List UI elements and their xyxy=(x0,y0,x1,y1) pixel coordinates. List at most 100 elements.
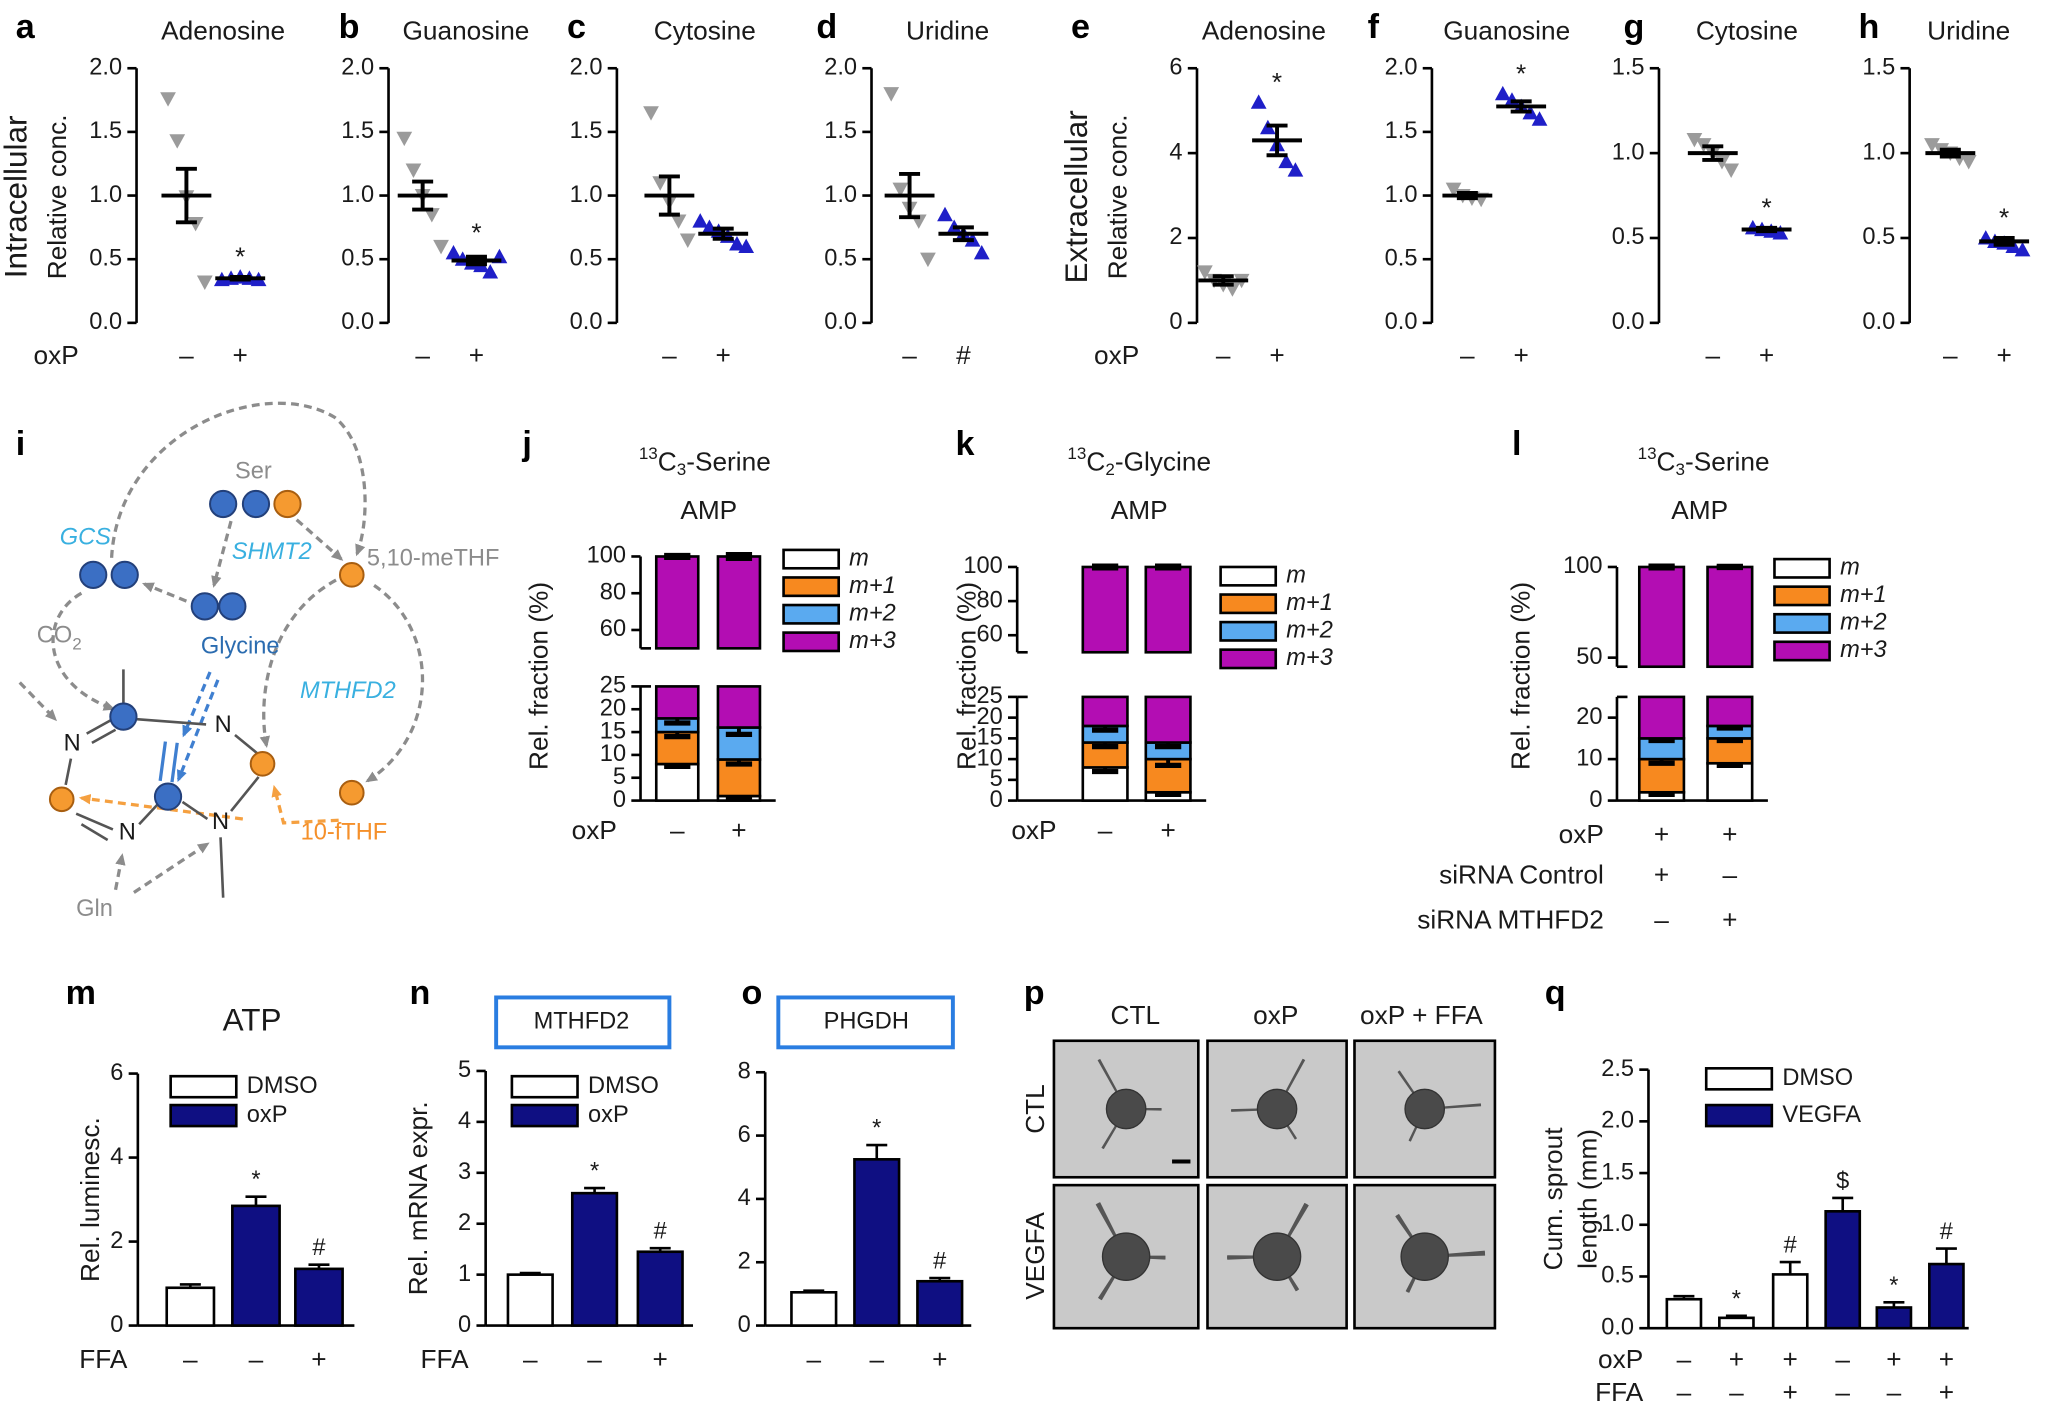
legend-swatch xyxy=(782,603,841,625)
y-tick-label: 1 xyxy=(458,1261,471,1287)
condition-value: – xyxy=(1677,1344,1692,1374)
condition-label: siRNA Control xyxy=(1439,860,1604,890)
y-tick-label: 80 xyxy=(600,579,626,605)
y-axis-label: Relative conc. xyxy=(1102,114,1132,279)
y-tick-label: 0.0 xyxy=(1601,1314,1634,1340)
condition-value: – xyxy=(1835,1344,1850,1374)
y-tick-label: 1.0 xyxy=(1862,139,1895,165)
y-tick-label: 1.0 xyxy=(824,182,857,208)
condition-value: + xyxy=(1654,860,1669,890)
arrow xyxy=(182,671,212,738)
bar xyxy=(1665,1297,1703,1330)
data-point xyxy=(2014,241,2031,257)
title-part: -Serine xyxy=(686,446,771,476)
y-tick-label: 4 xyxy=(738,1185,751,1211)
atom xyxy=(249,751,276,777)
y-tick-label: 1.0 xyxy=(570,182,603,208)
label-part: 2 xyxy=(72,634,81,653)
data-point xyxy=(169,134,186,149)
panel-letter: f xyxy=(1368,8,1380,46)
significance-mark: # xyxy=(933,1249,947,1275)
atom xyxy=(273,489,302,519)
title-part: 3 xyxy=(1676,459,1685,478)
chart-title: Adenosine xyxy=(1202,16,1326,46)
data-point xyxy=(1494,85,1511,101)
condition-value: – xyxy=(249,1344,264,1374)
y-tick-label: 2.0 xyxy=(1601,1108,1634,1134)
legend-swatch xyxy=(1219,648,1278,670)
y-tick-label: 0.5 xyxy=(89,245,122,271)
micrograph xyxy=(1206,1039,1348,1179)
significance-mark: # xyxy=(312,1235,326,1261)
metabolite-label: Ser xyxy=(235,459,272,485)
data-point xyxy=(1686,132,1703,148)
condition-value: + xyxy=(311,1344,326,1374)
atom xyxy=(218,592,247,621)
legend-label: m+1 xyxy=(1286,590,1333,616)
y-tick-label: 2 xyxy=(738,1248,751,1274)
label-part: CO xyxy=(37,623,72,649)
bar xyxy=(636,1250,684,1327)
enzyme-label: MTHFD2 xyxy=(300,678,396,704)
y-tick-label: 0.5 xyxy=(570,245,603,271)
chart-title: 13C2-Glycine xyxy=(1067,444,1211,479)
column-label: CTL xyxy=(1111,1000,1161,1030)
data-point xyxy=(883,87,900,102)
condition-value: – xyxy=(1723,860,1738,890)
legend-swatch xyxy=(782,576,841,598)
panel-letter: l xyxy=(1512,425,1521,463)
y-tick-label: 4 xyxy=(458,1108,471,1134)
y-tick-label: 1.5 xyxy=(570,118,603,144)
y-tick-label: 2 xyxy=(1169,224,1182,250)
condition-value: + xyxy=(233,340,248,370)
condition-value: + xyxy=(731,815,746,845)
condition-value: + xyxy=(1722,904,1737,934)
y-tick-label: 0.0 xyxy=(824,309,857,335)
data-point xyxy=(1960,155,1977,170)
legend-label: m+3 xyxy=(849,628,896,654)
panel-letter: e xyxy=(1071,8,1090,46)
y-tick-label: 1.0 xyxy=(1601,1211,1634,1237)
y-tick-label: 2.5 xyxy=(1601,1056,1634,1082)
bar xyxy=(1824,1210,1862,1330)
data-point xyxy=(679,233,696,248)
data-point xyxy=(729,236,745,251)
condition-value: – xyxy=(587,1344,602,1374)
y-tick-label: 3 xyxy=(458,1159,471,1185)
significance-mark: * xyxy=(1272,67,1282,97)
data-point xyxy=(396,131,413,147)
data-point xyxy=(1772,225,1789,240)
spheroid xyxy=(1101,1232,1151,1281)
y-tick-label: 0 xyxy=(990,787,1003,813)
y-tick-label: 2 xyxy=(110,1228,123,1254)
y-tick-label: 0.0 xyxy=(1862,309,1895,335)
y-tick-label: 4 xyxy=(1169,139,1182,165)
significance-mark: * xyxy=(1516,58,1526,88)
row-label: CTL xyxy=(1020,1084,1050,1134)
chart-title: MTHFD2 xyxy=(534,1009,630,1035)
y-tick-label: 1.5 xyxy=(824,118,857,144)
title-part: 13 xyxy=(1067,444,1086,463)
chart-title: Cytosine xyxy=(1696,16,1798,46)
y-tick-label: 80 xyxy=(976,587,1002,613)
condition-value: + xyxy=(469,340,484,370)
y-tick-label: 0 xyxy=(1589,787,1602,813)
data-point xyxy=(1278,153,1295,169)
condition-label: siRNA MTHFD2 xyxy=(1417,904,1604,934)
y-tick-label: 8 xyxy=(738,1058,751,1084)
y-tick-label: 0.0 xyxy=(89,309,122,335)
legend-swatch xyxy=(1704,1067,1774,1091)
condition-value: – xyxy=(806,1344,821,1374)
condition-label: FFA xyxy=(1595,1377,1644,1403)
condition-value: – xyxy=(1729,1377,1744,1403)
column-label: oxP xyxy=(1253,1000,1298,1030)
bar-segment xyxy=(1144,565,1192,654)
panel-letter: c xyxy=(567,8,586,46)
bar-segment xyxy=(654,555,700,650)
y-tick-label: 6 xyxy=(738,1122,751,1148)
condition-value: + xyxy=(653,1344,668,1374)
y-tick-label: 0.5 xyxy=(1612,224,1645,250)
data-point xyxy=(433,239,449,255)
legend-label: DMSO xyxy=(588,1073,659,1099)
